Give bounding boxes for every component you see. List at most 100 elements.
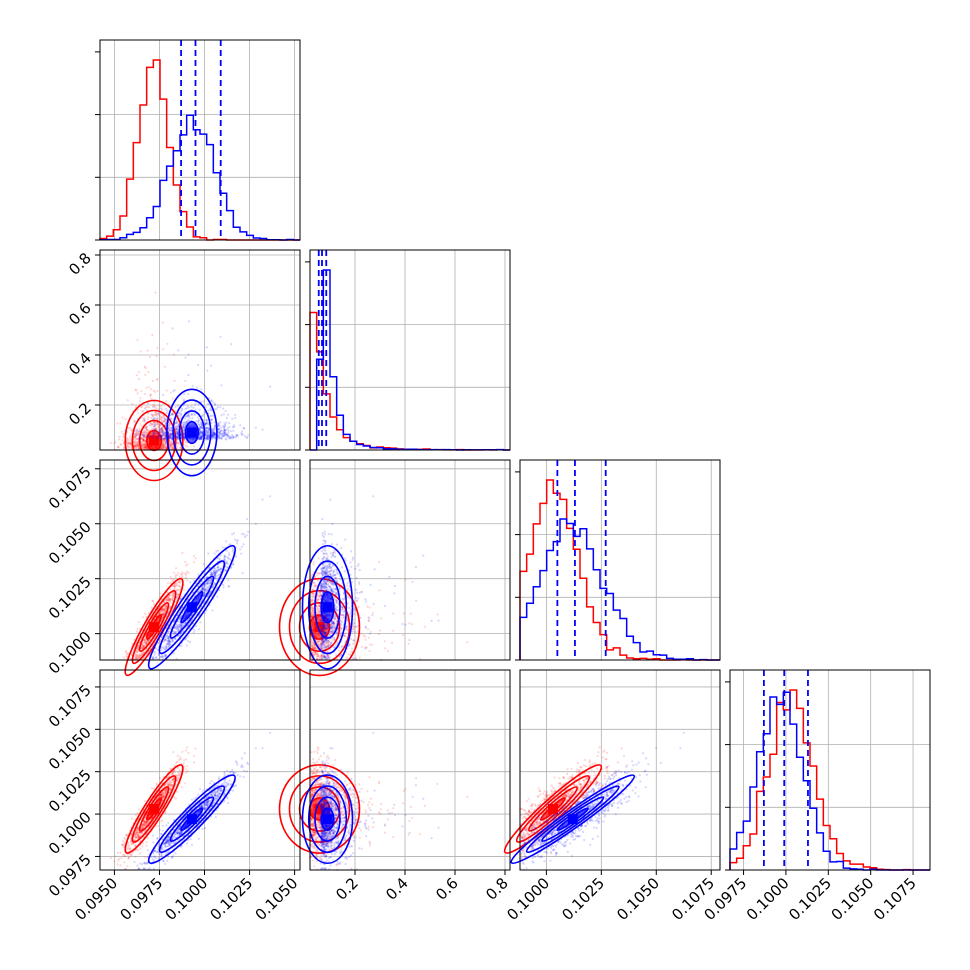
scatter-point [130, 429, 133, 432]
scatter-point [318, 758, 321, 761]
scatter-point [167, 426, 170, 429]
scatter-point [140, 437, 143, 440]
scatter-point [348, 821, 351, 824]
scatter-point [335, 864, 338, 867]
scatter-point [312, 563, 315, 566]
scatter-point [142, 433, 145, 436]
scatter-point [145, 841, 148, 844]
scatter-point [144, 435, 147, 439]
scatter-point [139, 350, 142, 353]
scatter-point [193, 445, 196, 448]
scatter-point [175, 584, 178, 587]
scatter-point [136, 339, 139, 342]
scatter-point [161, 425, 164, 429]
scatter-point [143, 800, 146, 803]
scatter-point [143, 442, 146, 445]
scatter-point [184, 441, 188, 444]
scatter-point [158, 423, 161, 426]
scatter-point [183, 759, 186, 762]
scatter-point [137, 443, 140, 446]
scatter-point [409, 805, 412, 809]
scatter-point [133, 444, 137, 447]
scatter-point [143, 431, 146, 434]
scatter-point [146, 447, 149, 450]
scatter-point [129, 435, 132, 438]
scatter-point [136, 446, 139, 449]
scatter-point [139, 852, 142, 855]
scatter-point [177, 412, 180, 415]
scatter-point [354, 815, 357, 818]
scatter-point [123, 861, 126, 864]
scatter-point [136, 437, 139, 440]
scatter-point [141, 647, 144, 650]
scatter-point [158, 425, 161, 429]
scatter-point [157, 424, 160, 427]
scatter-point [176, 430, 179, 434]
scatter-point [371, 643, 374, 646]
scatter-point [147, 415, 150, 418]
scatter-point [345, 656, 348, 659]
scatter-point [164, 441, 167, 444]
scatter-point [143, 419, 146, 422]
scatter-point [134, 844, 137, 847]
scatter-point [109, 441, 112, 444]
scatter-point [176, 437, 179, 440]
scatter-point [378, 560, 381, 564]
scatter-point [126, 445, 129, 448]
scatter-point [157, 404, 160, 407]
scatter-point [383, 831, 387, 834]
scatter-point [127, 442, 130, 445]
scatter-point [151, 423, 154, 426]
scatter-point [164, 441, 167, 444]
scatter-point [145, 447, 149, 450]
scatter-point [175, 445, 178, 448]
scatter-point [193, 561, 196, 564]
scatter-point [351, 642, 354, 645]
scatter-point [119, 864, 122, 867]
scatter-point [386, 649, 389, 653]
scatter-point [168, 599, 171, 602]
scatter-point [332, 764, 335, 767]
scatter-point [183, 572, 186, 575]
scatter-point [310, 642, 313, 645]
scatter-point [133, 419, 136, 422]
scatter-point [162, 432, 165, 435]
scatter-point [350, 647, 354, 650]
scatter-point [137, 431, 140, 434]
scatter-point [184, 379, 187, 382]
scatter-point [162, 431, 165, 434]
scatter-point [386, 818, 390, 821]
scatter-point [173, 764, 176, 767]
scatter-point [142, 438, 145, 441]
scatter-point [137, 445, 140, 448]
scatter-point [169, 581, 172, 585]
scatter-point [172, 446, 175, 449]
scatter-point [128, 442, 131, 445]
scatter-point [162, 445, 165, 448]
panel-grid [100, 670, 300, 870]
scatter-point [155, 378, 158, 381]
scatter-point [160, 446, 163, 449]
scatter-point [174, 576, 177, 579]
scatter-point [170, 446, 173, 449]
scatter-point [186, 765, 189, 768]
scatter-point [368, 806, 371, 810]
scatter-point [125, 655, 128, 658]
scatter-point [142, 440, 145, 443]
scatter-point [145, 425, 148, 429]
scatter-point [408, 622, 411, 625]
scatter-red [109, 291, 197, 482]
scatter-point [154, 411, 157, 414]
scatter-point [146, 349, 149, 352]
scatter-point [184, 768, 187, 771]
scatter-point [186, 563, 189, 566]
scatter-point [126, 865, 129, 868]
scatter-point [177, 767, 180, 770]
scatter-point [364, 638, 367, 641]
scatter-point [134, 446, 137, 449]
scatter-point [319, 766, 322, 769]
scatter-point [436, 782, 439, 786]
scatter-point [122, 446, 126, 449]
scatter-point [154, 291, 157, 294]
scatter-point [172, 353, 175, 356]
